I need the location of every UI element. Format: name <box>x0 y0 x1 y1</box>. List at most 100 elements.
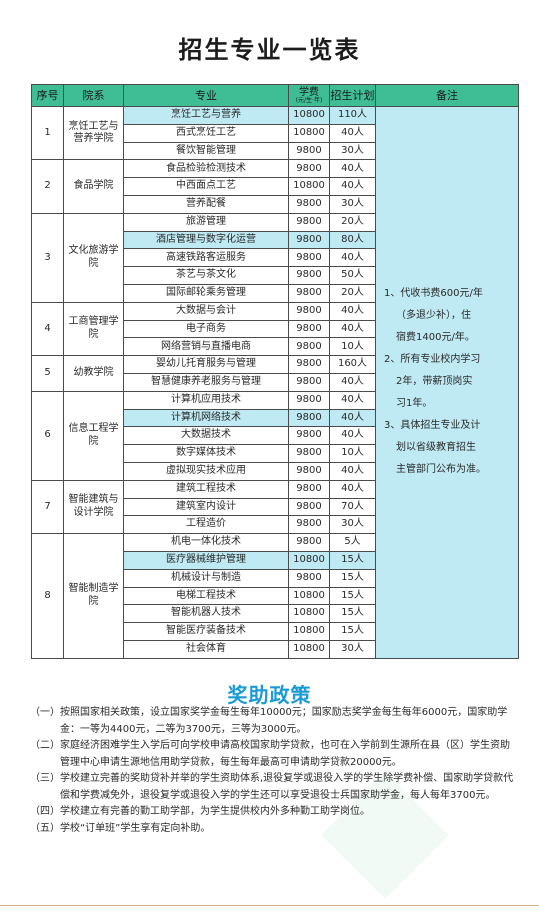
aid-title: 奖助政策 <box>227 683 312 707</box>
cell-fee: 9800 <box>288 283 330 303</box>
cell-fee: 9800 <box>288 479 330 499</box>
table-row: 茶艺与茶文化 9800 50人 <box>32 266 519 285</box>
table-row: 6 信息工程学院 计算机应用技术 9800 40人 <box>31 390 519 481</box>
cell-fee: 9800 <box>288 194 330 214</box>
cell-quota: 40人 <box>329 461 376 481</box>
cell-index: 5 <box>31 355 64 392</box>
table-row: 工程造价 9800 30人 <box>32 515 519 535</box>
cell-fee: 9800 <box>288 461 330 481</box>
table-row: 餐饮智能管理 9800 30人 <box>32 141 519 161</box>
cell-quota: 15人 <box>329 568 376 588</box>
bottom-divider <box>0 905 539 906</box>
header-note: 备注 <box>375 84 519 107</box>
cell-quota: 40人 <box>329 408 376 428</box>
cell-fee: 9800 <box>288 266 330 285</box>
note-line: （多退少补），住 <box>396 310 471 322</box>
cell-fee: 9800 <box>288 230 330 250</box>
cell-college: 烹饪工艺与营养学院 <box>63 105 124 161</box>
cell-major: 智能机器人技术 <box>123 604 289 624</box>
note-line: 宿费1400元/年。 <box>396 332 475 344</box>
table-row: 计算机网络技术 9800 40人 <box>32 408 519 428</box>
cell-major: 食品检验检测技术 <box>123 159 289 179</box>
cell-major: 医疗器械维护管理 <box>123 550 289 570</box>
cell-fee: 10800 <box>288 639 330 659</box>
aid-item-number: （五） <box>30 822 60 834</box>
cell-major: 高速铁路客运服务 <box>123 248 289 268</box>
cell-major: 机电一体化技术 <box>123 533 289 552</box>
cell-fee: 9800 <box>288 568 330 588</box>
cell-quota: 40人 <box>329 301 376 321</box>
cell-quota: 30人 <box>329 194 376 214</box>
cell-college: 食品学院 <box>63 159 124 214</box>
note-line: 2、所有专业校内学习 <box>384 354 481 366</box>
cell-quota: 5人 <box>329 533 376 552</box>
cell-fee: 9800 <box>288 497 330 517</box>
cell-major: 建筑工程技术 <box>123 479 289 499</box>
header-index: 序号 <box>31 84 64 107</box>
table-row: 智慧健康养老服务与管理 9800 40人 <box>32 372 519 392</box>
cell-major: 营养配餐 <box>123 194 289 214</box>
cell-quota: 30人 <box>329 141 376 161</box>
aid-item-text: 学校“订单班”学生享有定向补助。 <box>60 822 211 834</box>
cell-major: 虚拟现实技术应用 <box>123 461 289 481</box>
cell-college: 幼教学院 <box>63 355 124 392</box>
cell-college: 信息工程学院 <box>63 390 124 481</box>
cell-major: 计算机应用技术 <box>123 390 289 410</box>
note-line: 习1年。 <box>396 398 433 410</box>
cell-index: 2 <box>31 159 64 214</box>
table-row: 数字媒体技术 9800 10人 <box>32 444 519 463</box>
cell-major: 茶艺与茶文化 <box>123 266 289 285</box>
cell-major: 智能医疗装备技术 <box>123 622 289 641</box>
cell-quota: 10人 <box>329 337 376 357</box>
cell-quota: 70人 <box>329 497 376 517</box>
cell-major: 中西面点工艺 <box>123 177 289 196</box>
cell-fee: 9800 <box>288 408 330 428</box>
cell-quota: 40人 <box>329 248 376 268</box>
aid-item-text: 按照国家相关政策，设立国家奖学金每生每年10000元；国家励志奖学金每生每年60… <box>60 707 508 735</box>
cell-fee: 9800 <box>288 533 330 552</box>
cell-major: 国际邮轮乘务管理 <box>123 283 289 303</box>
aid-item: （一） 按照国家相关政策，设立国家奖学金每生每年10000元；国家励志奖学金每生每… <box>30 705 518 738</box>
cell-quota: 40人 <box>329 390 376 410</box>
cell-fee: 10800 <box>288 622 330 641</box>
cell-major: 工程造价 <box>123 515 289 535</box>
note-line: 3、具体招生专业及计 <box>384 420 481 432</box>
cell-fee: 9800 <box>288 372 330 392</box>
table-row: 医疗器械维护管理 10800 15人 <box>32 550 519 570</box>
aid-item-number: （二） <box>30 740 60 751</box>
cell-fee: 9800 <box>288 159 330 179</box>
note-line: 划以省级教育招生 <box>396 442 476 454</box>
aid-item: （四） 学校建立有完善的勤工助学部，为学生提供校内外多种勤工助学岗位。 <box>30 804 518 821</box>
cell-fee: 10800 <box>288 123 330 143</box>
cell-quota: 40人 <box>329 319 376 339</box>
aid-item-text: 学校建立完善的奖助贷补并举的学生资助体系,退役复学或退役入学的学生除学费补偿、国… <box>60 773 514 801</box>
cell-quota: 20人 <box>329 212 376 232</box>
cell-fee: 10800 <box>288 586 330 606</box>
cell-fee: 10800 <box>288 550 330 570</box>
table-row: 虚拟现实技术应用 9800 40人 <box>32 461 519 481</box>
cell-quota: 80人 <box>329 230 376 250</box>
cell-major: 大数据技术 <box>123 426 289 446</box>
cell-index: 7 <box>31 479 64 535</box>
cell-fee: 9800 <box>288 248 330 268</box>
cell-quota: 15人 <box>329 586 376 606</box>
cell-quota: 160人 <box>329 355 376 374</box>
cell-major: 酒店管理与数字化运营 <box>123 230 289 250</box>
cell-major: 电子商务 <box>123 319 289 339</box>
cell-quota: 110人 <box>329 106 376 125</box>
cell-fee: 10800 <box>288 177 330 196</box>
aid-item: （二） 家庭经济困难学生入学后可向学校申请高校国家助学贷款，也可在入学前到生源所在… <box>30 738 518 771</box>
cell-quota: 15人 <box>329 550 376 570</box>
cell-quota: 15人 <box>329 622 376 641</box>
aid-list: （一） 按照国家相关政策，设立国家奖学金每生每年10000元；国家励志奖学金每生每… <box>30 705 518 837</box>
cell-major: 计算机网络技术 <box>123 408 289 428</box>
cell-quota: 40人 <box>329 479 376 499</box>
aid-item-number: （三） <box>30 773 60 784</box>
header-fee: 学费 (元/生·年) <box>288 84 330 107</box>
cell-major: 大数据与会计 <box>123 301 289 321</box>
header-major: 专业 <box>123 84 289 107</box>
cell-fee: 9800 <box>288 515 330 535</box>
table-row: 8 智能制造学院 机电一体化技术 9800 5人 <box>31 533 519 659</box>
aid-item-number: （一） <box>30 707 60 718</box>
cell-fee: 10800 <box>288 604 330 624</box>
